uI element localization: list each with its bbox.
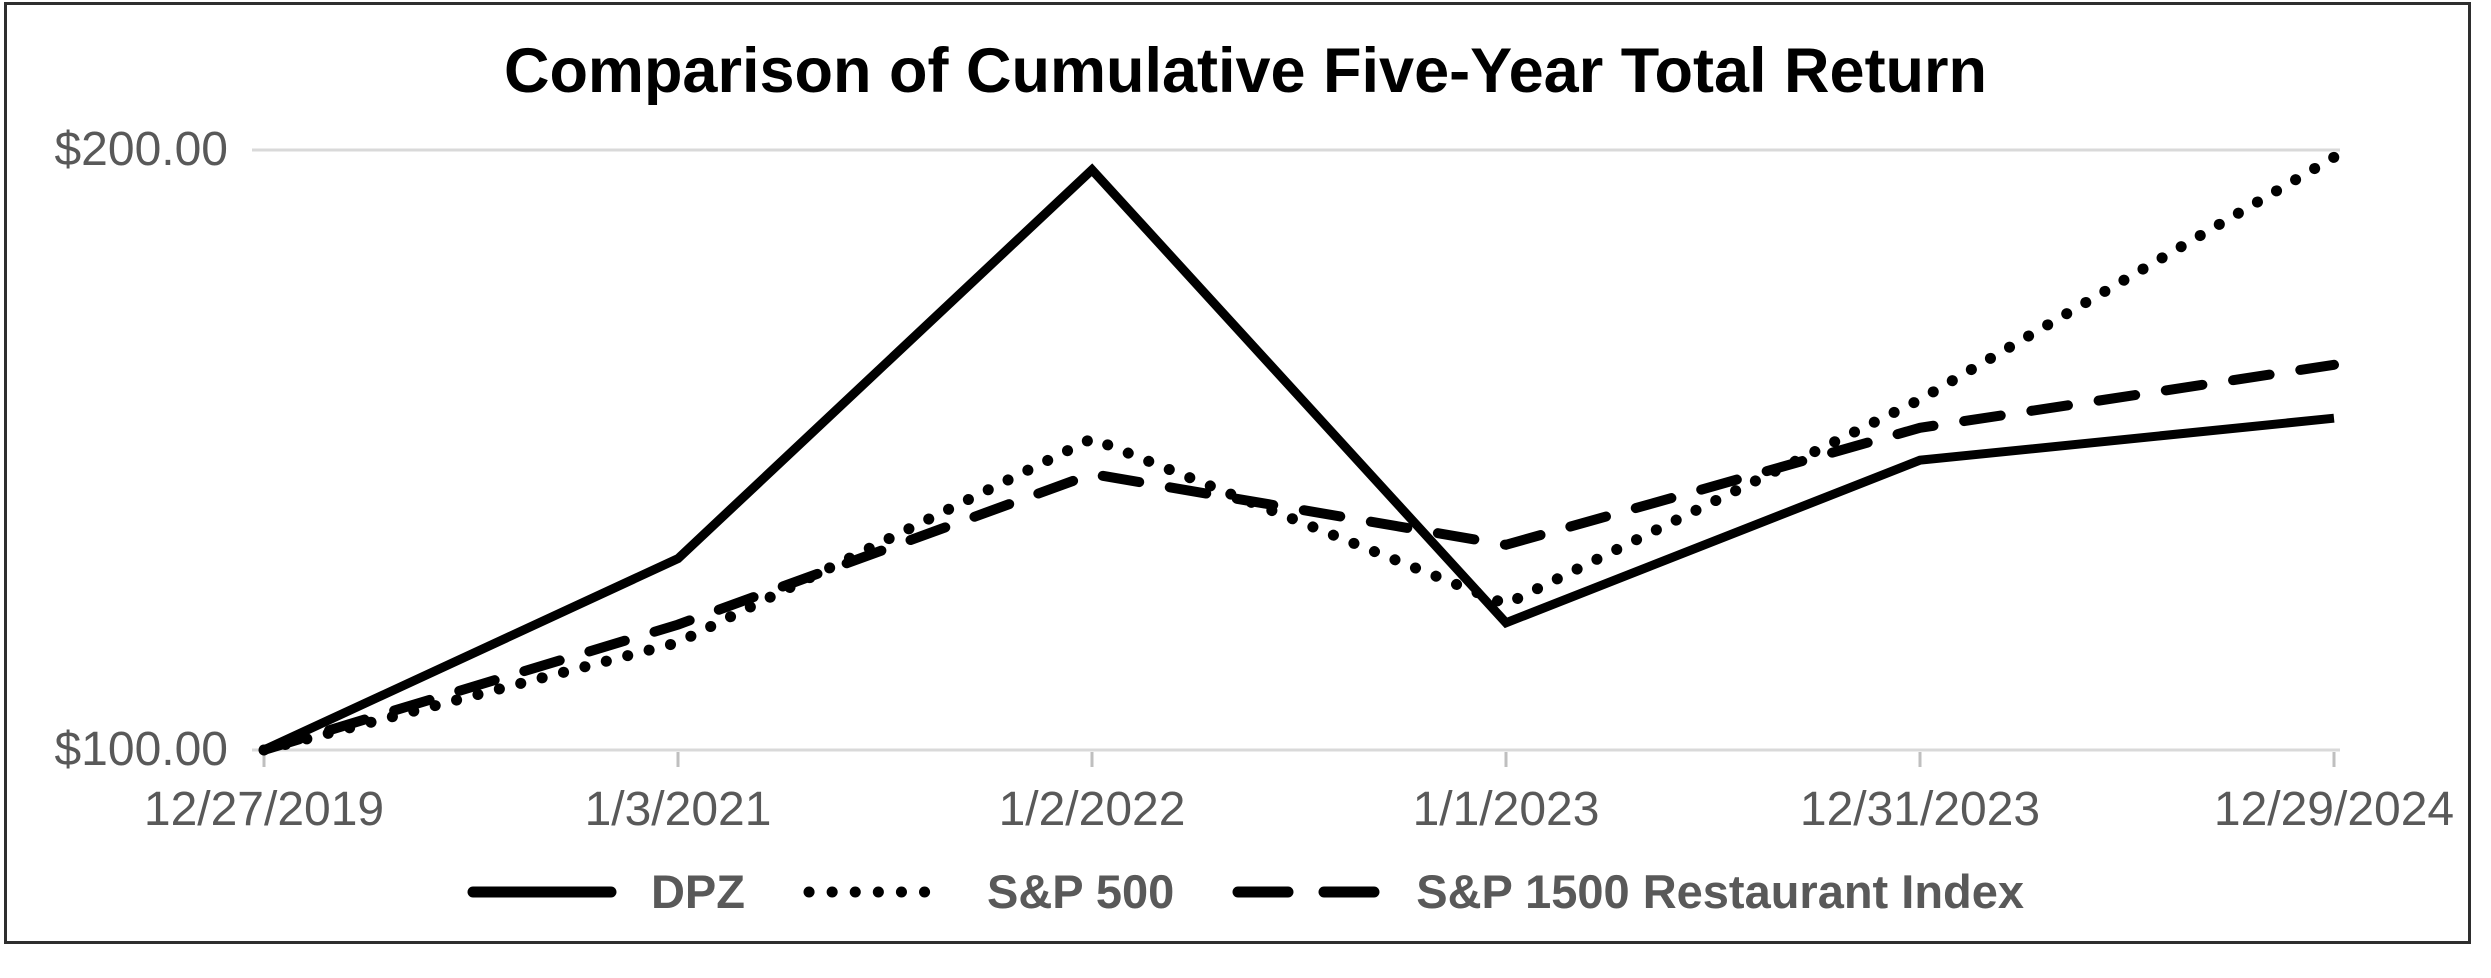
legend: DPZ S&P 500 S&P 1500 Restaurant Index xyxy=(0,866,2491,918)
x-axis-label: 12/31/2023 xyxy=(1799,783,2041,836)
chart-title: Comparison of Cumulative Five-Year Total… xyxy=(503,36,1988,106)
legend-solid-line-icon xyxy=(467,886,617,898)
legend-dotted-line-icon xyxy=(803,886,953,898)
legend-item: S&P 500 xyxy=(803,866,1174,918)
x-axis-label: 12/27/2019 xyxy=(143,783,385,836)
legend-label: DPZ xyxy=(650,865,745,918)
x-axis-label: 1/1/2023 xyxy=(1412,783,1600,836)
x-axis-label: 1/2/2022 xyxy=(998,783,1186,836)
legend-label: S&P 500 xyxy=(986,865,1175,918)
y-axis-label: $200.00 xyxy=(54,123,228,176)
legend-label: S&P 1500 Restaurant Index xyxy=(1416,865,2025,918)
legend-dashed-line-icon xyxy=(1232,886,1382,898)
y-axis-label: $100.00 xyxy=(54,723,228,776)
x-axis-label: 12/29/2024 xyxy=(2213,783,2455,836)
legend-item: DPZ xyxy=(467,866,745,918)
x-axis-label: 1/3/2021 xyxy=(584,783,772,836)
legend-item: S&P 1500 Restaurant Index xyxy=(1232,866,2024,918)
